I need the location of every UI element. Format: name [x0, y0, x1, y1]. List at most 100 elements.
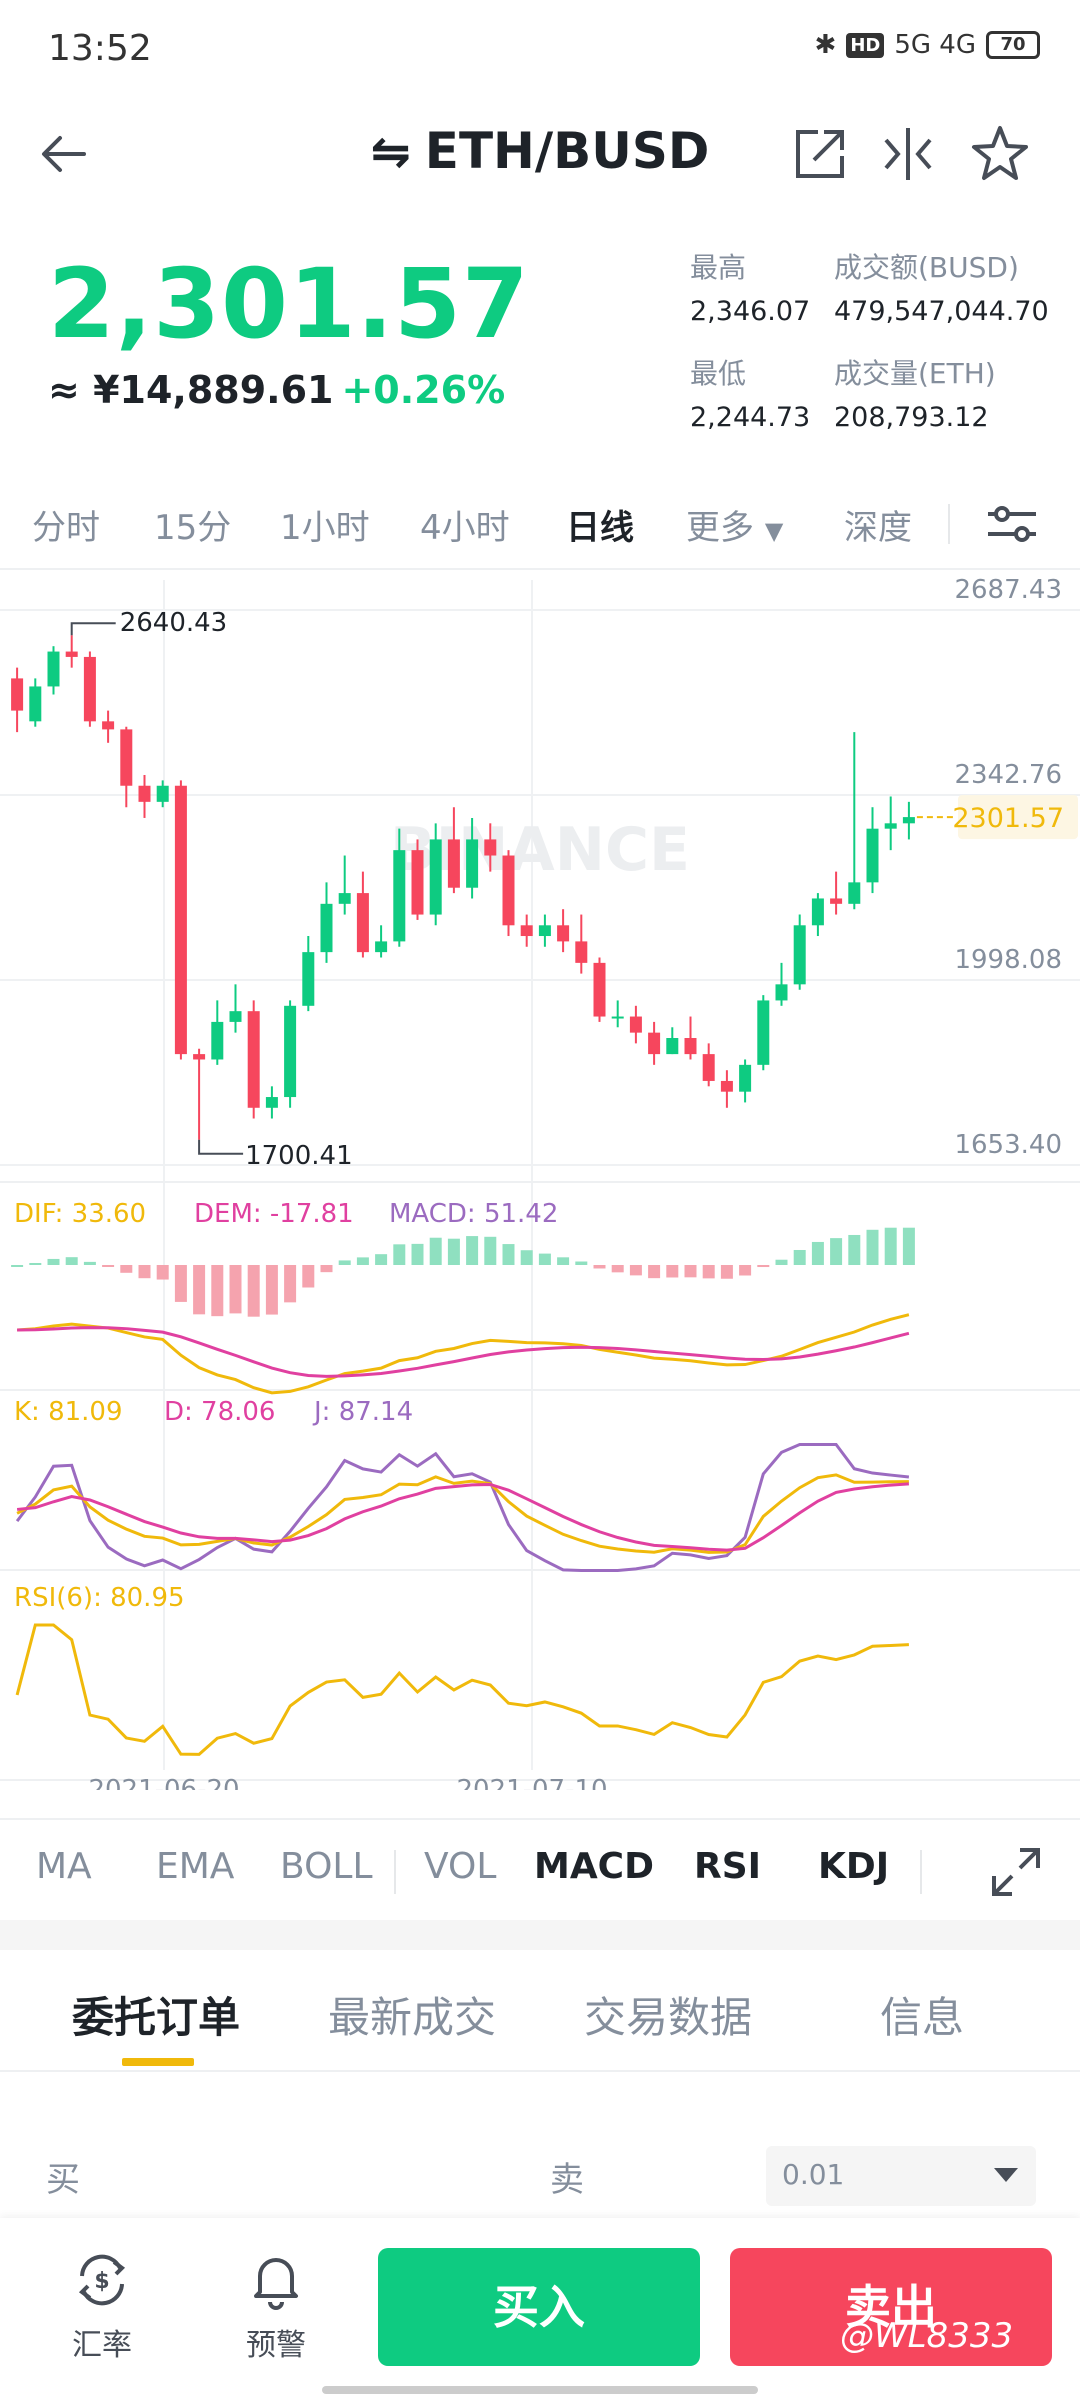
- tab-latest-trades[interactable]: 最新成交: [328, 1993, 497, 2042]
- macd-panel: DIF: 33.60 DEM: -17.81 MACD: 51.42: [11, 1199, 915, 1395]
- candle-body: [502, 855, 515, 926]
- tab-4h[interactable]: 4小时: [420, 508, 510, 548]
- candle-body: [830, 898, 843, 904]
- fullscreen-icon[interactable]: [988, 1844, 1044, 1900]
- cny-price: ≈ ¥14,889.61: [48, 368, 334, 412]
- stat-volume-value: 208,793.12: [834, 402, 989, 433]
- candle-body: [393, 850, 406, 942]
- compare-icon[interactable]: [876, 122, 940, 186]
- candle-body: [720, 1080, 733, 1092]
- chart-settings-icon[interactable]: [984, 502, 1040, 546]
- tab-15m[interactable]: 15分: [154, 508, 232, 548]
- indicator-vol[interactable]: VOL: [424, 1846, 497, 1887]
- macd-bar: [411, 1243, 424, 1265]
- macd-bar: [720, 1265, 733, 1279]
- macd-bar: [284, 1265, 297, 1303]
- indicator-rsi[interactable]: RSI: [694, 1846, 762, 1887]
- candle-body: [557, 925, 570, 942]
- stat-high-label: 最高: [690, 251, 747, 284]
- annotations-layer: 2301.57 2640.43 1700.41: [70, 608, 1078, 1171]
- candle-body: [702, 1054, 715, 1081]
- favorite-star-icon[interactable]: [968, 122, 1032, 186]
- order-tabs: 委托订单 最新成交 交易数据 信息: [0, 1950, 1080, 2070]
- x-tick-label: 2021-07-10: [456, 1775, 607, 1790]
- divider: [0, 2070, 1080, 2072]
- macd-bar: [320, 1265, 333, 1273]
- status-icons: ✱ HD 5G 4G 70: [815, 30, 1040, 60]
- last-price: 2,301.57: [48, 248, 530, 360]
- pair-name: ETH/BUSD: [424, 122, 710, 180]
- x-tick-label: 2021-06-20: [88, 1775, 239, 1790]
- exchange-rate-button[interactable]: $ 汇率: [42, 2248, 162, 2364]
- candle-body: [211, 1021, 224, 1060]
- sell-button[interactable]: 卖出: [730, 2248, 1052, 2366]
- candle-body: [120, 729, 133, 786]
- candle-body: [611, 1016, 624, 1019]
- macd-bar: [848, 1234, 861, 1265]
- tab-more[interactable]: 更多 ▼: [686, 500, 783, 549]
- stat-turnover-value: 479,547,044.70: [834, 296, 1049, 327]
- macd-dif-label: DIF: 33.60: [14, 1199, 146, 1229]
- tab-timeshare[interactable]: 分时: [32, 508, 100, 548]
- price-alert-button[interactable]: 预警: [216, 2248, 336, 2364]
- buy-button[interactable]: 买入: [378, 2248, 700, 2366]
- candle-body: [302, 952, 315, 1006]
- pair-selector[interactable]: ⇋ ETH/BUSD: [0, 122, 1080, 180]
- tab-separator: [948, 504, 950, 544]
- candle-body: [29, 686, 42, 722]
- macd-bar: [193, 1265, 206, 1315]
- price-change: +0.26%: [341, 368, 506, 412]
- caret-down-icon: ▼: [764, 517, 784, 545]
- macd-bar: [338, 1260, 351, 1265]
- bell-icon: [254, 2258, 298, 2310]
- indicator-ema[interactable]: EMA: [156, 1846, 235, 1887]
- min-price-pointer: [198, 1139, 244, 1155]
- kdj-j-label: J: 87.14: [312, 1397, 413, 1427]
- indicator-boll[interactable]: BOLL: [280, 1846, 373, 1887]
- order-book-sell-label: 卖: [550, 2160, 584, 2200]
- candle-body: [356, 893, 369, 953]
- macd-bar: [11, 1265, 24, 1267]
- stat-volume: 成交量(ETH) 208,793.12: [834, 352, 1074, 433]
- macd-bar: [557, 1257, 570, 1265]
- macd-bar: [211, 1265, 224, 1317]
- stat-turnover-label: 成交额(BUSD): [834, 251, 1019, 284]
- indicator-tabs: MA EMA BOLL VOL MACD RSI KDJ: [0, 1820, 1080, 1920]
- back-arrow-icon[interactable]: [34, 124, 94, 184]
- tab-more-label: 更多: [686, 508, 754, 548]
- macd-bar: [466, 1236, 479, 1265]
- tab-depth[interactable]: 深度: [844, 508, 912, 548]
- depth-precision-select[interactable]: 0.01: [766, 2146, 1036, 2206]
- indicator-macd[interactable]: MACD: [534, 1846, 654, 1887]
- open-external-icon[interactable]: [788, 122, 852, 186]
- tab-1h[interactable]: 1小时: [280, 508, 370, 548]
- kdj-d-line: [16, 1482, 909, 1552]
- macd-bar: [520, 1250, 533, 1265]
- candle-body: [684, 1038, 697, 1055]
- candle-body: [593, 962, 606, 1017]
- indicator-ma[interactable]: MA: [36, 1846, 92, 1887]
- tab-info[interactable]: 信息: [880, 1993, 965, 2042]
- kline-chart[interactable]: BINANCE 2687.43 2342.76 1998.08 1653.40 230…: [0, 570, 1080, 1790]
- candle-body: [538, 925, 551, 937]
- macd-bar: [629, 1265, 642, 1276]
- price-sub-line: ≈ ¥14,889.61 +0.26%: [48, 368, 530, 412]
- macd-bar: [684, 1265, 697, 1278]
- active-tab-underline: [122, 2058, 194, 2066]
- timeframe-tabs: 分时 15分 1小时 4小时 日线 更多 ▼ 深度: [0, 488, 1080, 560]
- macd-bar: [739, 1265, 752, 1276]
- tab-trade-data[interactable]: 交易数据: [584, 1993, 753, 2042]
- candle-body: [47, 651, 60, 687]
- macd-bar: [811, 1241, 824, 1265]
- last-price-label: 2301.57: [952, 803, 1064, 834]
- candle-body: [848, 882, 861, 904]
- candle-body: [83, 656, 96, 722]
- indicator-kdj[interactable]: KDJ: [818, 1846, 890, 1887]
- tab-daily[interactable]: 日线: [566, 508, 634, 548]
- signal-icon: 5G 4G: [894, 30, 976, 60]
- candle-body: [739, 1064, 752, 1092]
- divider: [0, 1818, 1080, 1820]
- macd-value-label: MACD: 51.42: [389, 1199, 558, 1229]
- tab-open-orders[interactable]: 委托订单: [72, 1993, 241, 2042]
- macd-bar: [866, 1229, 879, 1265]
